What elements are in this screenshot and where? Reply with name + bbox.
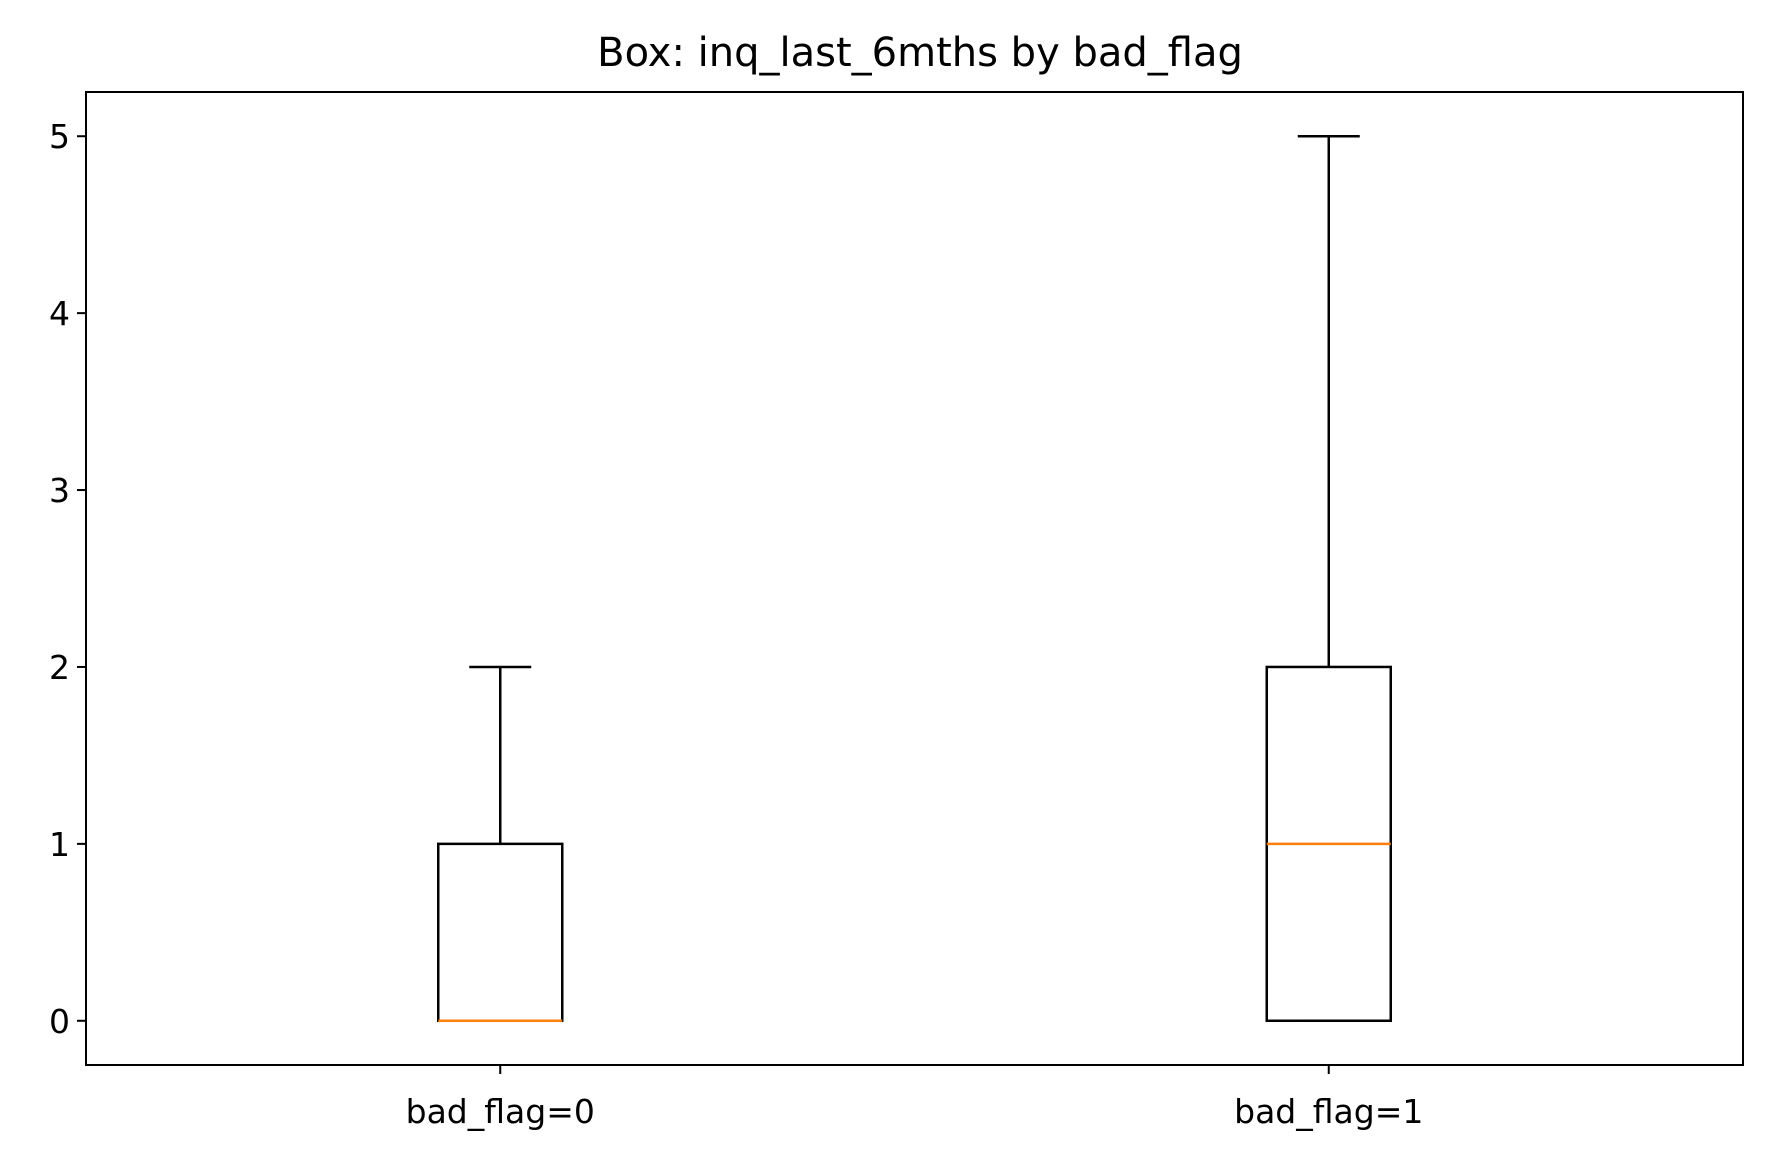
y-tick-label: 3 <box>49 471 70 510</box>
plot-area: 0 1 2 3 4 5 bad_flag=0 bad_flag=1 <box>49 117 1423 1131</box>
y-tick-label: 2 <box>49 648 70 687</box>
x-tick-label: bad_flag=0 <box>406 1092 595 1131</box>
axes-frame <box>85 91 1744 1066</box>
y-tick-label: 0 <box>49 1002 70 1041</box>
x-tick-label: bad_flag=1 <box>1234 1092 1423 1131</box>
y-tick-label: 5 <box>49 117 70 156</box>
y-tick-label: 4 <box>49 294 70 333</box>
chart-title: Box: inq_last_6mths by bad_flag <box>597 30 1243 76</box>
y-tick-label: 1 <box>49 825 70 864</box>
